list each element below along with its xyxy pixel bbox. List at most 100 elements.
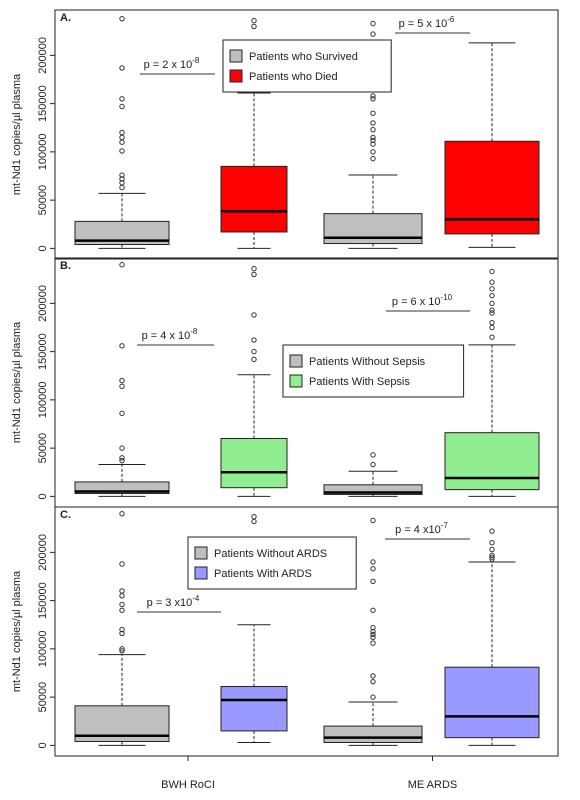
outlier — [251, 348, 257, 355]
outlier — [119, 148, 125, 154]
outlier — [251, 356, 257, 363]
y-tick-label: 200000 — [37, 37, 49, 74]
p-value: p = 5 x 10-6 — [399, 15, 455, 30]
outlier — [370, 96, 376, 102]
outlier — [119, 410, 125, 417]
outlier — [251, 265, 257, 272]
y-tick-label: 50000 — [37, 185, 49, 216]
outlier — [370, 126, 376, 133]
p-value-text: p = 4 x10 — [395, 524, 441, 536]
outlier — [370, 141, 376, 147]
outlier — [119, 607, 125, 613]
panel-label: A. — [60, 12, 71, 24]
box — [323, 213, 423, 245]
y-axis-label: mt-Nd1 copies/µl plasma — [11, 321, 23, 443]
outlier — [489, 300, 495, 307]
outlier — [119, 15, 125, 22]
p-value: p = 3 x10-4 — [147, 594, 200, 609]
p-value: p = 2 x 10-8 — [144, 56, 200, 71]
y-tick-label: 100000 — [37, 631, 49, 668]
p-value-exponent: -6 — [447, 15, 455, 24]
outlier — [119, 646, 125, 652]
legend-swatch — [229, 69, 243, 83]
outlier — [119, 262, 125, 268]
outlier — [370, 120, 376, 126]
outlier — [489, 319, 495, 326]
outlier — [370, 640, 376, 646]
box — [444, 432, 540, 491]
outlier — [251, 518, 257, 525]
outlier — [370, 93, 376, 99]
outlier — [370, 137, 376, 143]
p-value-text: p = 4 x 10 — [142, 330, 191, 342]
box — [220, 686, 288, 732]
y-tick-label: 200000 — [37, 285, 49, 322]
outlier — [119, 103, 125, 110]
legend-label: Patients With Sepsis — [309, 376, 410, 388]
legend-frame — [222, 39, 392, 93]
outlier — [370, 607, 376, 613]
outlier — [370, 110, 376, 116]
outlier — [489, 552, 495, 558]
box — [220, 165, 288, 233]
outlier — [489, 556, 495, 562]
outlier — [489, 334, 495, 340]
y-tick-label: 100000 — [37, 134, 49, 171]
y-tick-label: 50000 — [37, 682, 49, 713]
p-value: p = 6 x 10-10 — [392, 293, 453, 308]
outlier — [489, 286, 495, 292]
legend-label: Patients With ARDS — [214, 568, 312, 580]
x-tick-label: ME ARDS — [408, 779, 458, 791]
outlier — [119, 593, 125, 599]
outlier — [489, 546, 495, 553]
outlier — [370, 694, 376, 700]
panel-frame — [54, 506, 559, 757]
legend-frame — [282, 344, 465, 398]
box — [74, 481, 170, 494]
legend-swatch — [229, 49, 243, 63]
box — [444, 666, 540, 739]
outlier — [370, 517, 376, 524]
legend-swatch — [289, 354, 303, 368]
outlier — [370, 578, 376, 585]
outlier — [489, 279, 495, 285]
outlier — [119, 184, 125, 191]
outlier — [119, 139, 125, 145]
outlier — [119, 134, 125, 141]
p-value-exponent: -7 — [441, 521, 449, 530]
legend-label: Patients who Died — [249, 71, 338, 83]
outlier — [370, 673, 376, 679]
outlier — [251, 23, 257, 30]
legend-frame — [187, 536, 357, 590]
p-value-exponent: -8 — [192, 56, 200, 65]
outlier — [489, 528, 495, 534]
x-tick-label: BWH RoCI — [161, 779, 215, 791]
p-value-exponent: -8 — [190, 327, 198, 336]
outlier — [370, 559, 376, 565]
y-tick-label: 0 — [37, 493, 49, 499]
outlier — [489, 554, 495, 560]
outlier — [119, 445, 125, 451]
outlier — [119, 129, 125, 136]
y-tick-label: 200000 — [37, 534, 49, 571]
outlier — [119, 172, 125, 178]
p-value-exponent: -10 — [441, 293, 453, 302]
p-value-text: p = 3 x10 — [147, 597, 193, 609]
y-tick-label: 150000 — [37, 85, 49, 122]
outlier — [119, 561, 125, 567]
y-axis-label: mt-Nd1 copies/µl plasma — [11, 73, 23, 195]
y-tick-label: 150000 — [37, 333, 49, 370]
outlier — [119, 383, 125, 390]
outlier — [251, 17, 257, 24]
y-axis-label: mt-Nd1 copies/µl plasma — [11, 570, 23, 692]
outlier — [119, 601, 125, 608]
outlier — [370, 149, 376, 155]
outlier — [489, 307, 495, 313]
outlier — [119, 343, 125, 349]
outlier — [119, 588, 125, 594]
outlier — [119, 648, 125, 654]
outlier — [119, 630, 125, 637]
outlier — [119, 176, 125, 182]
y-tick-label: 0 — [37, 245, 49, 251]
box — [323, 725, 423, 743]
